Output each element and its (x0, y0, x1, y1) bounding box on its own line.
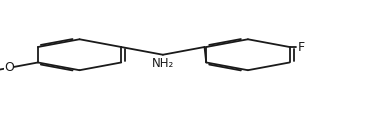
Text: NH₂: NH₂ (152, 57, 174, 70)
Text: F: F (298, 40, 305, 54)
Text: O: O (4, 61, 14, 74)
